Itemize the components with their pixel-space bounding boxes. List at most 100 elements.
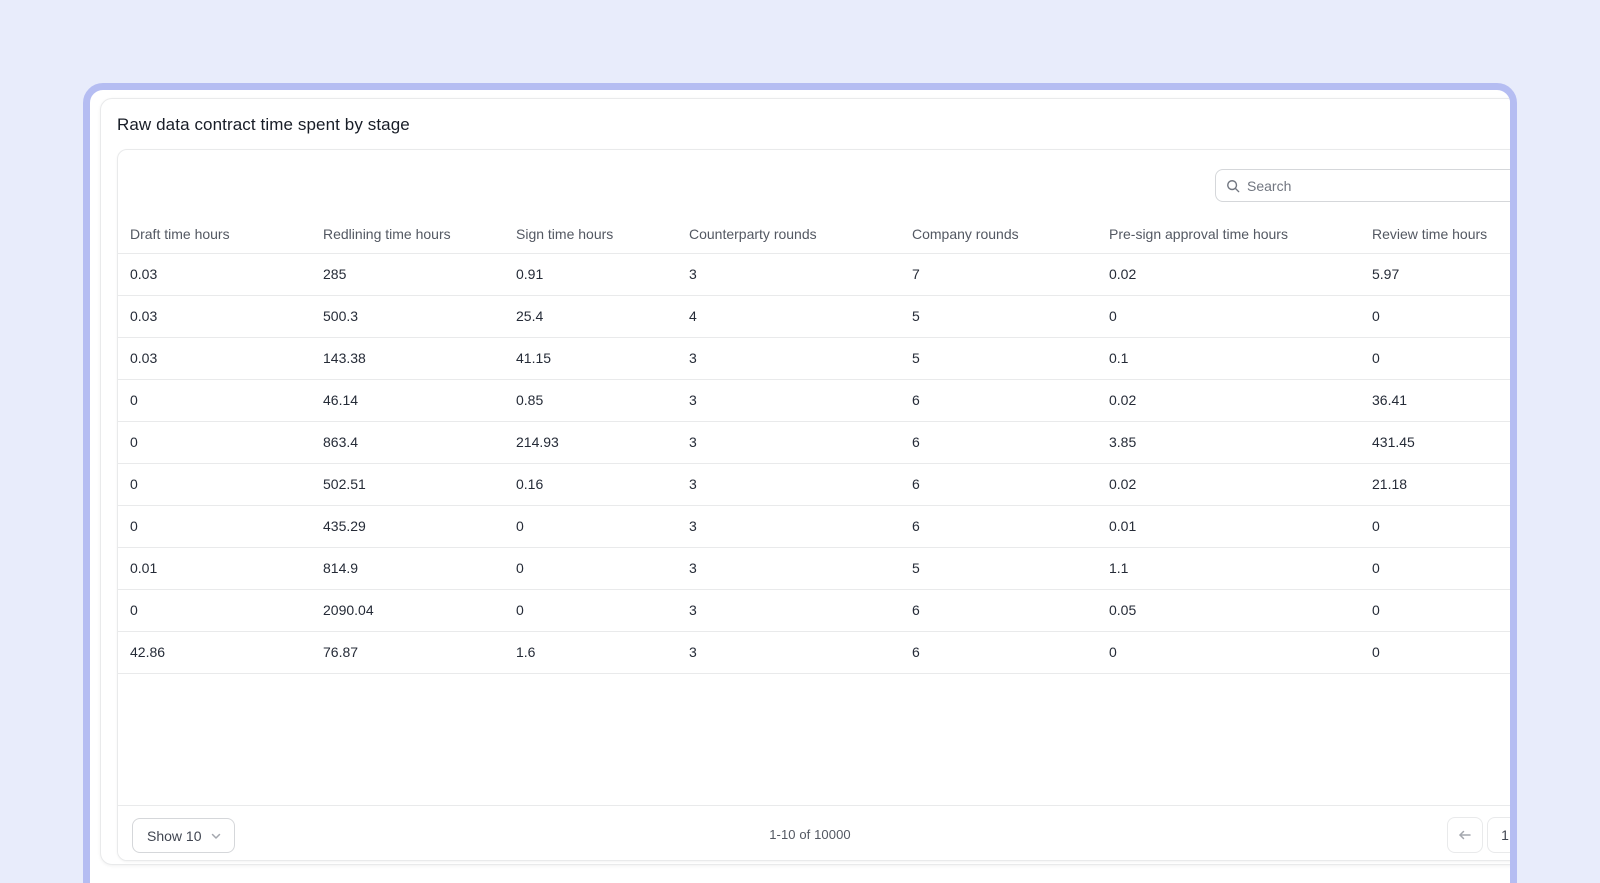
table-cell: 7 (900, 253, 1097, 296)
table-cell: 0.03 (118, 337, 311, 380)
card-title: Raw data contract time spent by stage (117, 115, 410, 134)
table-row[interactable]: 0 2090.04 0 3 6 0.05 0 (118, 589, 1510, 632)
search-icon (1226, 179, 1240, 193)
column-header: Sign time hours (504, 215, 677, 254)
table-cell: 41.15 (504, 337, 677, 380)
table-row[interactable]: 42.86 76.87 1.6 3 6 0 0 (118, 631, 1510, 674)
table-cell: 0 (118, 505, 311, 548)
table-body: 0.03 285 0.91 3 7 0.02 5.97 0.03 500.3 25.4 4 5 0 0 0.… (118, 253, 1510, 674)
table-cell: 0.1 (1097, 337, 1360, 380)
column-header: Company rounds (900, 215, 1097, 254)
table-row[interactable]: 0 46.14 0.85 3 6 0.02 36.41 (118, 379, 1510, 422)
previous-page-button[interactable] (1447, 817, 1483, 853)
table-cell: 0 (1097, 295, 1360, 338)
table-cell: 0 (504, 505, 677, 548)
table-cell: 0.03 (118, 295, 311, 338)
table-cell: 502.51 (311, 463, 504, 506)
table-cell: 0.02 (1097, 463, 1360, 506)
table-cell: 25.4 (504, 295, 677, 338)
table-row[interactable]: 0.03 143.38 41.15 3 5 0.1 0 (118, 337, 1510, 380)
table-cell: 3 (677, 547, 900, 590)
table-cell: 3 (677, 421, 900, 464)
page-1-button[interactable]: 1 (1487, 817, 1510, 853)
pagination-range-label: 1-10 of 10000 (769, 827, 851, 842)
table-cell: 435.29 (311, 505, 504, 548)
table-cell: 5 (900, 547, 1097, 590)
table-cell: 21.18 (1360, 463, 1510, 506)
table-cell: 0 (1360, 505, 1510, 548)
table-cell: 3 (677, 589, 900, 632)
table-cell: 431.45 (1360, 421, 1510, 464)
table-cell: 3 (677, 253, 900, 296)
chevron-down-icon (210, 830, 222, 842)
table-cell: 6 (900, 589, 1097, 632)
table-cell: 863.4 (311, 421, 504, 464)
table-cell: 500.3 (311, 295, 504, 338)
table-cell: 814.9 (311, 547, 504, 590)
pagination-bar: Show 10 1-10 of 10000 (118, 805, 1510, 860)
table-cell: 0.02 (1097, 253, 1360, 296)
table-cell: 0 (504, 589, 677, 632)
table-row[interactable]: 0.03 500.3 25.4 4 5 0 0 (118, 295, 1510, 338)
table-cell: 0 (118, 379, 311, 422)
column-header: Draft time hours (118, 215, 311, 254)
page-1-label: 1 (1501, 827, 1509, 843)
table-cell: 6 (900, 631, 1097, 674)
table-cell: 6 (900, 379, 1097, 422)
table-cell: 3 (677, 631, 900, 674)
table-cell: 1.6 (504, 631, 677, 674)
table-row[interactable]: 0 502.51 0.16 3 6 0.02 21.18 (118, 463, 1510, 506)
table-cell: 0.01 (118, 547, 311, 590)
table-cell: 0 (1360, 547, 1510, 590)
table-cell: 42.86 (118, 631, 311, 674)
table-header-row: Draft time hours Redlining time hours Sign… (118, 215, 1510, 254)
table-row[interactable]: 0 435.29 0 3 6 0.01 0 (118, 505, 1510, 548)
table-cell: 4 (677, 295, 900, 338)
table-cell: 1.1 (1097, 547, 1360, 590)
table-cell: 76.87 (311, 631, 504, 674)
search-box (1215, 169, 1510, 202)
table-cell: 214.93 (504, 421, 677, 464)
table-cell: 3 (677, 379, 900, 422)
table-cell: 143.38 (311, 337, 504, 380)
table-cell: 5.97 (1360, 253, 1510, 296)
table-cell: 6 (900, 505, 1097, 548)
table-cell: 0.03 (118, 253, 311, 296)
table-cell: 0.05 (1097, 589, 1360, 632)
dashboard-widget-container: Raw data contract time spent by stage Dr (83, 83, 1517, 883)
search-input[interactable] (1247, 177, 1510, 194)
arrow-left-icon (1457, 827, 1473, 843)
table-cell: 0 (118, 421, 311, 464)
table-cell: 3 (677, 337, 900, 380)
table-row[interactable]: 0 863.4 214.93 3 6 3.85 431.45 (118, 421, 1510, 464)
table-cell: 0 (504, 547, 677, 590)
table-cell: 0.16 (504, 463, 677, 506)
column-header: Review time hours (1360, 215, 1510, 254)
column-header: Pre-sign approval time hours (1097, 215, 1360, 254)
table-cell: 3.85 (1097, 421, 1360, 464)
table-cell: 0 (1360, 589, 1510, 632)
table-cell: 0 (118, 589, 311, 632)
table-row[interactable]: 0.03 285 0.91 3 7 0.02 5.97 (118, 253, 1510, 296)
table-cell: 6 (900, 421, 1097, 464)
table-cell: 0 (118, 463, 311, 506)
page-size-dropdown[interactable]: Show 10 (132, 818, 235, 853)
table-cell: 5 (900, 337, 1097, 380)
table-cell: 36.41 (1360, 379, 1510, 422)
table-cell: 0.02 (1097, 379, 1360, 422)
table-cell: 0.91 (504, 253, 677, 296)
data-table: Draft time hours Redlining time hours Sign… (118, 215, 1510, 674)
table-cell: 0 (1360, 631, 1510, 674)
table-cell: 0 (1360, 295, 1510, 338)
table-row[interactable]: 0.01 814.9 0 3 5 1.1 0 (118, 547, 1510, 590)
table-cell: 3 (677, 505, 900, 548)
table-cell: 6 (900, 463, 1097, 506)
table-cell: 0 (1360, 337, 1510, 380)
table-cell: 3 (677, 463, 900, 506)
table-cell: 5 (900, 295, 1097, 338)
table-cell: 0 (1097, 631, 1360, 674)
page-size-label: Show 10 (147, 827, 202, 844)
table-cell: 285 (311, 253, 504, 296)
